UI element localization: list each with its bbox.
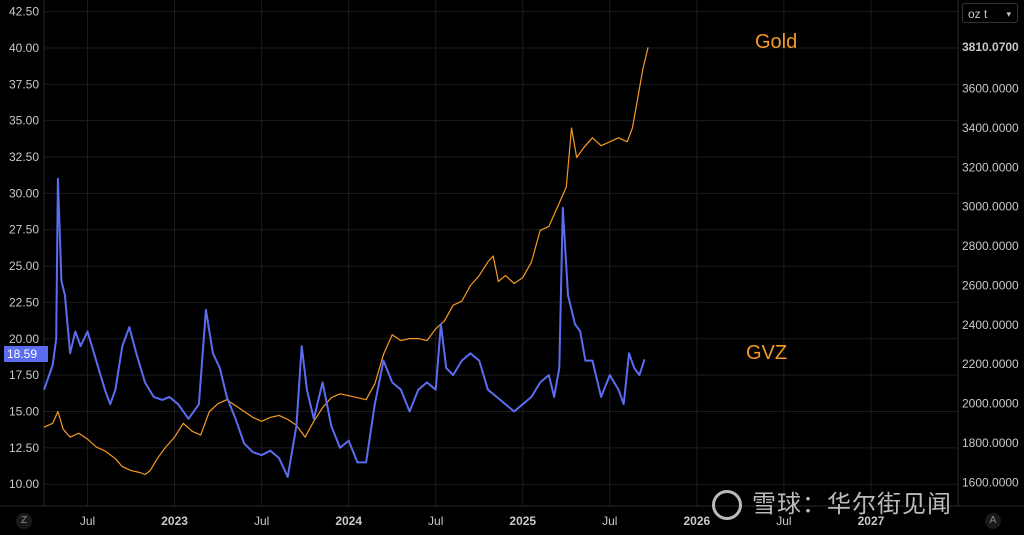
left-tick-label: 20.00 (9, 332, 39, 346)
right-tick-label: 2000.0000 (962, 397, 1019, 411)
x-tick-label: Jul (80, 514, 95, 528)
x-tick-label: Jul (428, 514, 443, 528)
left-tick-label: 37.50 (9, 77, 39, 91)
x-tick-label: 2023 (161, 514, 188, 528)
left-tick-label: 22.50 (9, 295, 39, 309)
x-tick-label: 2026 (684, 514, 711, 528)
x-tick-label: 2024 (335, 514, 362, 528)
x-tick-label: 2025 (509, 514, 536, 528)
gvz-series-line (43, 177, 646, 478)
unit-selector[interactable]: oz t ▾ (962, 3, 1018, 23)
x-tick-label: 2027 (858, 514, 885, 528)
x-tick-label: Jul (254, 514, 269, 528)
series-layer (43, 47, 649, 478)
zoom-icon[interactable]: Z (16, 513, 32, 529)
right-tick-label: 2600.0000 (962, 278, 1019, 292)
left-tick-label: 32.50 (9, 150, 39, 164)
watermark: 雪球：华尔街见闻 (712, 484, 952, 520)
gold-series-line (43, 47, 649, 476)
right-axis: 3810.0700 3600.0000 3400.0000 3200.0000 3000… (962, 40, 1019, 489)
current-value-badge: 18.59 (4, 346, 48, 362)
gvz-series-label: GVZ (746, 342, 787, 364)
watermark-text: 雪球：华尔街见闻 (752, 490, 952, 518)
right-tick-label: 3200.0000 (962, 160, 1019, 174)
right-tick-label: 1800.0000 (962, 436, 1019, 450)
left-tick-label: 35.00 (9, 114, 39, 128)
left-tick-label: 42.50 (9, 5, 39, 19)
right-tick-label: 3810.0700 (962, 40, 1019, 54)
left-tick-label: 12.50 (9, 441, 39, 455)
grid (0, 0, 1024, 507)
left-tick-label: 27.50 (9, 223, 39, 237)
right-tick-label: 2800.0000 (962, 239, 1019, 253)
chevron-down-icon: ▾ (1006, 9, 1011, 19)
snowball-logo-icon (712, 490, 742, 520)
x-tick-label: Jul (776, 514, 791, 528)
left-tick-label: 40.00 (9, 41, 39, 55)
left-axis: 42.50 40.00 37.50 35.00 32.50 30.00 27.50 25.00… (9, 5, 39, 492)
left-tick-label: 15.00 (9, 404, 39, 418)
right-tick-label: 1600.0000 (962, 475, 1019, 489)
right-tick-label: 3000.0000 (962, 200, 1019, 214)
x-axis: Jul 2023 Jul 2024 Jul 2025 Jul 2026 Jul 2027 (80, 514, 885, 528)
auto-scale-button[interactable]: A (985, 513, 1001, 529)
right-tick-label: 2400.0000 (962, 318, 1019, 332)
left-tick-label: 17.50 (9, 368, 39, 382)
unit-label: oz t (968, 7, 988, 21)
gold-series-label: Gold (755, 31, 797, 53)
left-tick-label: 10.00 (9, 477, 39, 491)
right-tick-label: 3600.0000 (962, 82, 1019, 96)
right-tick-label: 2200.0000 (962, 357, 1019, 371)
left-tick-label: 25.00 (9, 259, 39, 273)
right-tick-label: 3400.0000 (962, 121, 1019, 135)
x-tick-label: Jul (602, 514, 617, 528)
left-tick-label: 30.00 (9, 186, 39, 200)
